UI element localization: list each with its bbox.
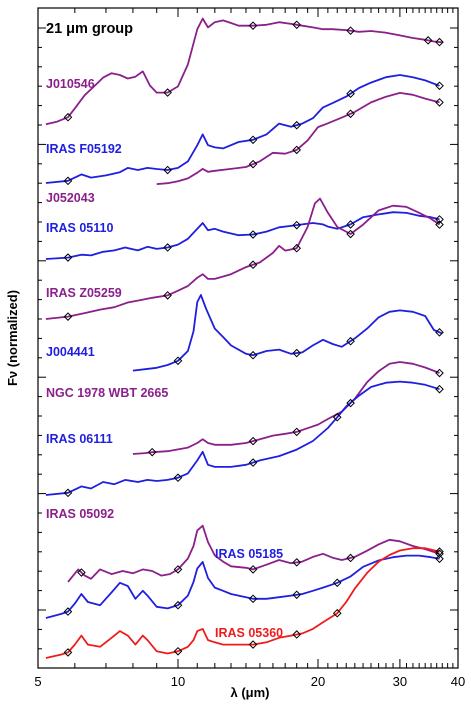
diamond-marker: [435, 98, 444, 107]
diamond-marker: [63, 648, 73, 657]
diamond-marker: [77, 568, 86, 577]
x-tick-label: 20: [311, 674, 325, 689]
diamond-marker: [435, 368, 444, 378]
series-label: J010546: [46, 77, 95, 91]
series-markers: [63, 20, 444, 657]
diamond-marker: [292, 558, 302, 567]
diamond-marker: [435, 328, 444, 337]
series-curves: [45, 17, 443, 659]
x-axis-title: λ (μm): [230, 685, 269, 700]
series-line: [45, 17, 443, 126]
diamond-marker: [173, 473, 183, 483]
diamond-marker: [248, 594, 258, 604]
diamond-marker: [63, 312, 73, 321]
diamond-marker: [346, 220, 355, 229]
diamond-marker: [248, 436, 258, 446]
series-line: [45, 554, 440, 619]
diamond-marker: [332, 578, 342, 588]
series-line: [156, 92, 440, 185]
diamond-marker: [248, 230, 258, 239]
series-line: [45, 211, 440, 260]
diamond-marker: [423, 36, 433, 45]
x-tick-label: 40: [451, 674, 465, 689]
series-labels: J010546 IRAS F05192 J052043 IRAS 05110 IRAS …: [46, 77, 283, 640]
diamond-marker: [248, 458, 258, 467]
series-line: [67, 524, 440, 583]
diamond-marker: [435, 384, 444, 394]
diamond-marker: [435, 220, 444, 229]
diamond-marker: [147, 447, 157, 457]
diamond-marker: [292, 348, 302, 358]
diamond-marker: [173, 356, 183, 366]
series-label: J052043: [46, 191, 95, 205]
series-line: [45, 197, 441, 320]
diamond-marker: [292, 630, 302, 639]
diamond-marker: [292, 220, 302, 230]
diamond-marker: [435, 554, 444, 564]
y-axis: [38, 27, 458, 650]
diamond-marker: [163, 291, 172, 300]
series-line: [132, 294, 443, 372]
diamond-marker: [248, 640, 258, 649]
series-label: IRAS F05192: [46, 142, 122, 156]
diamond-marker: [435, 37, 444, 47]
diamond-marker: [292, 145, 302, 155]
diamond-marker: [63, 253, 73, 262]
series-line: [45, 380, 440, 496]
diamond-marker: [346, 89, 355, 99]
series-label: NGC 1978 WBT 2665: [46, 386, 168, 400]
diamond-marker: [163, 243, 172, 252]
series-label: IRAS 05092: [46, 507, 114, 521]
y-axis-title: Fν (normalized): [5, 290, 20, 386]
series-line: [45, 547, 440, 659]
diamond-marker: [346, 109, 355, 119]
x-tick-label: 5: [34, 674, 41, 689]
x-tick-label: 30: [393, 674, 407, 689]
series-line: [45, 74, 440, 184]
diamond-marker: [63, 112, 73, 122]
series-label: IRAS Z05259: [46, 286, 122, 300]
diamond-marker: [292, 120, 302, 130]
series-label: IRAS 05185: [215, 547, 283, 561]
diamond-marker: [163, 165, 172, 175]
diamond-marker: [346, 553, 355, 563]
diamond-marker: [63, 176, 73, 186]
diamond-marker: [63, 488, 73, 498]
diamond-marker: [248, 350, 258, 360]
diamond-marker: [346, 26, 355, 35]
diamond-marker: [346, 229, 355, 239]
diamond-marker: [292, 590, 302, 600]
diamond-marker: [63, 607, 73, 616]
diamond-marker: [163, 88, 172, 97]
diamond-marker: [435, 215, 444, 224]
diamond-marker: [248, 159, 258, 169]
diamond-marker: [292, 20, 302, 30]
x-tick-label: 10: [171, 674, 185, 689]
series-label: IRAS 06111: [46, 432, 113, 446]
diamond-marker: [332, 608, 342, 618]
diamond-marker: [248, 260, 258, 270]
x-axis: 5 10 20 30 40: [34, 8, 465, 689]
series-label: J004441: [46, 345, 95, 359]
diamond-marker: [346, 398, 355, 408]
diamond-marker: [435, 547, 444, 556]
series-label: IRAS 05360: [215, 626, 283, 640]
diamond-marker: [248, 565, 258, 574]
diamond-marker: [248, 21, 258, 30]
diamond-marker: [346, 336, 355, 346]
diamond-marker: [292, 427, 302, 437]
chart-title: 21 μm group: [46, 21, 133, 37]
diamond-marker: [292, 243, 302, 253]
diamond-marker: [332, 412, 342, 422]
series-label: IRAS 05110: [46, 221, 113, 235]
diamond-marker: [248, 135, 258, 145]
series-line: [132, 361, 440, 455]
diamond-marker: [173, 600, 183, 610]
diamond-marker: [435, 81, 444, 91]
diamond-marker: [173, 565, 183, 574]
diamond-marker: [173, 646, 183, 656]
